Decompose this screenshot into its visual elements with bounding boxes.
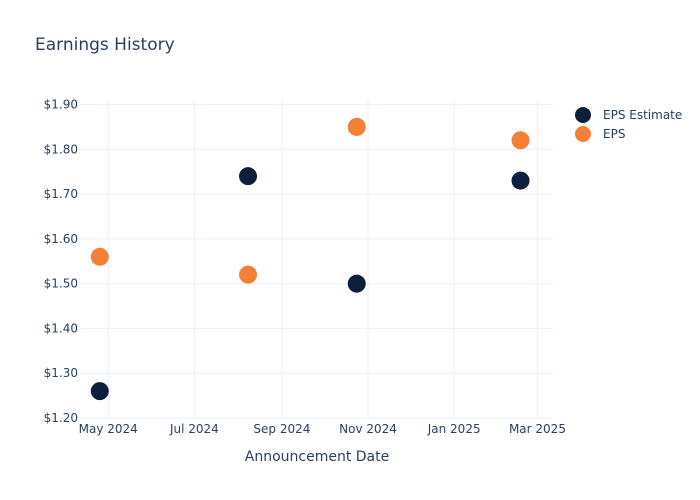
x-tick-label: Jul 2024 — [169, 422, 219, 436]
y-tick-label: $1.80 — [44, 142, 78, 156]
grid — [80, 100, 553, 419]
legend-eps-label: EPS — [603, 127, 625, 141]
legend: EPS Estimate EPS — [575, 107, 682, 142]
y-tick-label: $1.60 — [44, 232, 78, 246]
legend-eps-estimate-label: EPS Estimate — [603, 108, 682, 122]
x-tick-label: May 2024 — [79, 422, 138, 436]
eps-estimate-point — [511, 171, 530, 190]
y-tick-label: $1.20 — [44, 411, 78, 425]
y-axis-ticks: $1.20 $1.30 $1.40 $1.50 $1.60 $1.70 $1.80 $1.90 — [44, 97, 78, 425]
eps-point — [511, 131, 530, 150]
data-points — [90, 117, 530, 401]
x-tick-label: Sep 2024 — [253, 422, 310, 436]
eps-point — [90, 247, 109, 266]
legend-eps-marker — [575, 126, 591, 142]
x-tick-label: Nov 2024 — [339, 422, 397, 436]
y-tick-label: $1.50 — [44, 277, 78, 291]
x-tick-label: Jan 2025 — [427, 422, 481, 436]
x-axis-ticks: May 2024 Jul 2024 Sep 2024 Nov 2024 Jan 2025… — [79, 422, 566, 436]
eps-estimate-point — [347, 274, 366, 293]
y-tick-label: $1.70 — [44, 187, 78, 201]
chart-title: Earnings History — [35, 35, 175, 55]
y-tick-label: $1.40 — [44, 321, 78, 335]
y-tick-label: $1.30 — [44, 366, 78, 380]
legend-eps-estimate-marker — [575, 107, 591, 123]
eps-point — [239, 265, 258, 284]
eps-estimate-point — [90, 382, 109, 401]
x-axis-label: Announcement Date — [245, 449, 389, 465]
eps-point — [347, 117, 366, 136]
x-tick-label: Mar 2025 — [509, 422, 566, 436]
y-tick-label: $1.90 — [44, 97, 78, 111]
eps-estimate-point — [239, 167, 258, 186]
